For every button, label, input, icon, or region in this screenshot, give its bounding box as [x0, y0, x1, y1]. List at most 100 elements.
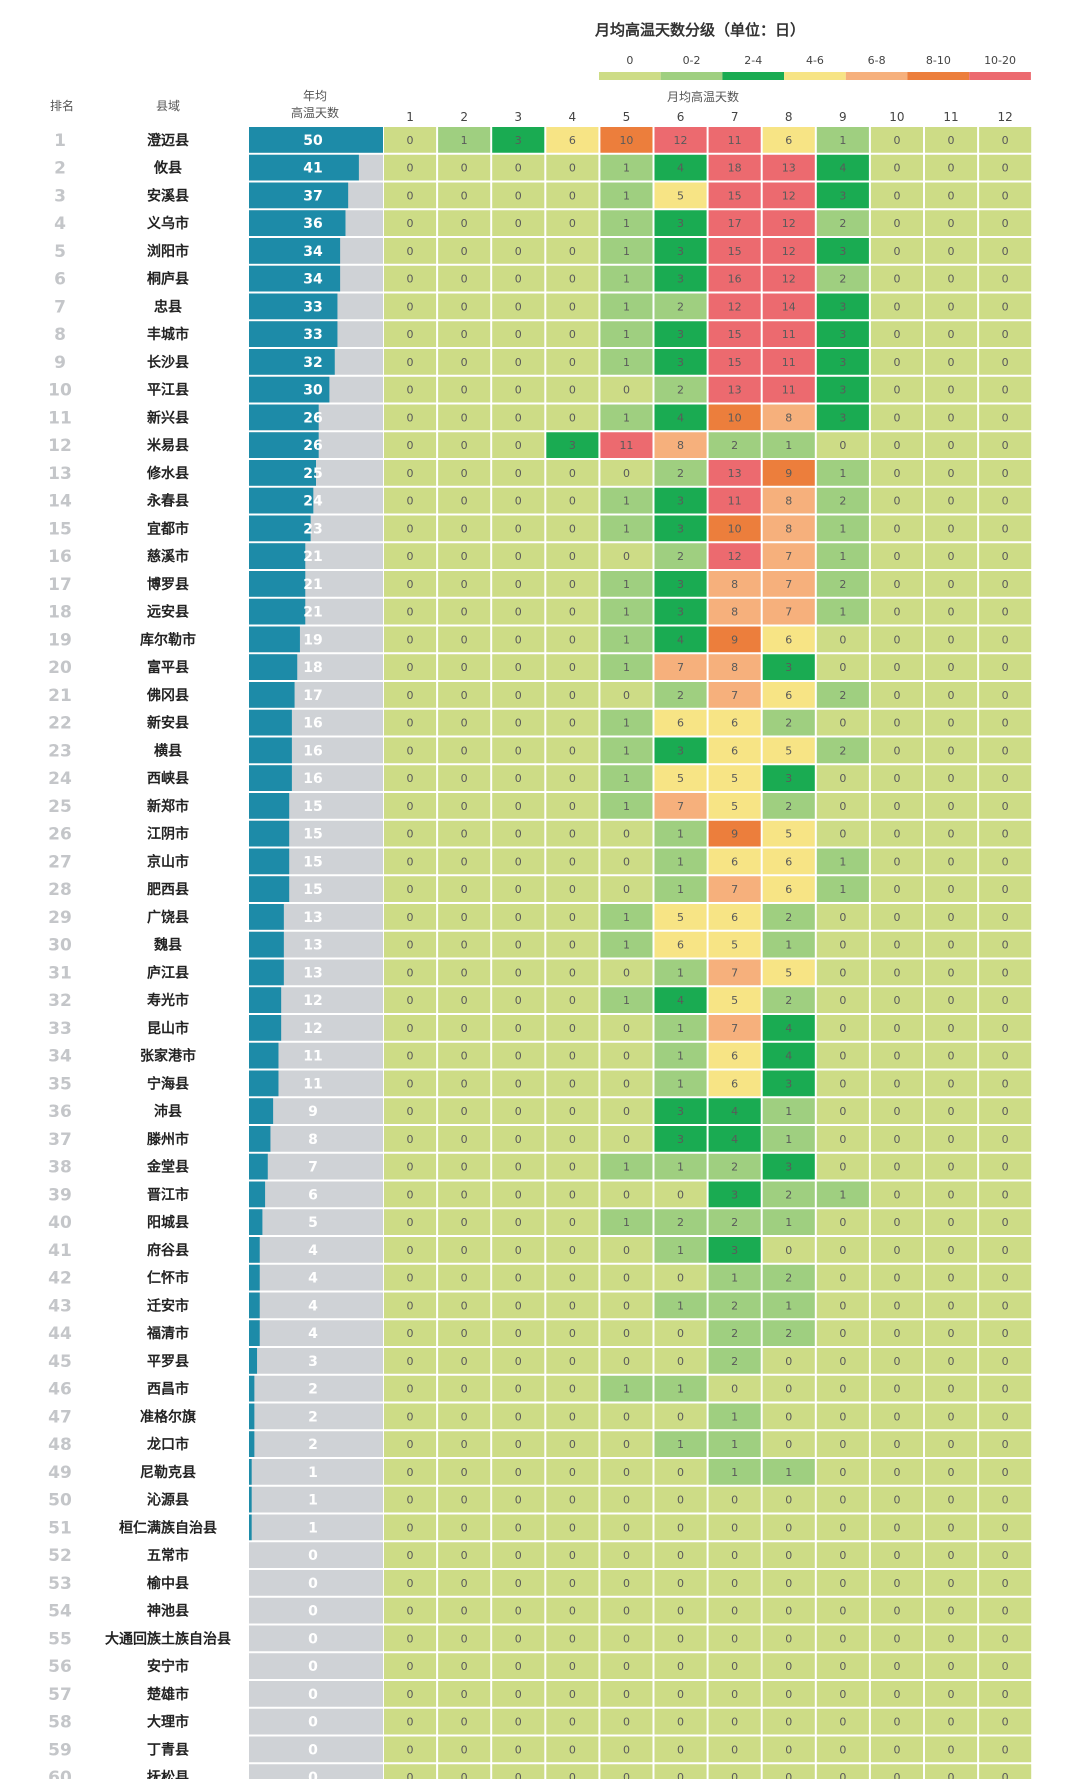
- county-label: 金堂县: [146, 1159, 189, 1176]
- month-value-6: 1: [677, 966, 684, 979]
- month-cell-5: [600, 987, 653, 1013]
- month-cell-6: [654, 1708, 707, 1735]
- month-cell-9: [816, 1126, 869, 1152]
- month-value-10: 0: [893, 606, 900, 619]
- annual-bar-bg: [249, 1653, 383, 1679]
- rank-label: 1: [54, 131, 66, 151]
- month-cell-3: [492, 1403, 545, 1430]
- month-value-8: 0: [785, 1549, 792, 1562]
- month-cell-7: [708, 1320, 761, 1346]
- month-value-5: 0: [623, 1549, 630, 1562]
- county-label: 庐江县: [147, 964, 189, 981]
- month-value-4: 0: [569, 245, 576, 258]
- month-cell-2: [438, 460, 491, 486]
- month-value-7: 13: [728, 384, 742, 397]
- month-value-9: 1: [839, 606, 846, 619]
- month-cell-5: [600, 543, 653, 569]
- annual-value: 21: [303, 605, 322, 621]
- month-cell-12: [979, 1736, 1032, 1763]
- county-label: 富平县: [147, 659, 189, 676]
- month-cell-6: [654, 1153, 707, 1180]
- month-value-1: 0: [407, 550, 414, 563]
- month-value-4: 0: [569, 633, 576, 646]
- month-value-12: 0: [1002, 1133, 1009, 1146]
- annual-bar: [249, 709, 292, 736]
- month-cell-4: [546, 432, 599, 458]
- month-cell-1: [384, 1542, 437, 1568]
- month-cell-3: [492, 127, 545, 153]
- month-cell-4: [546, 543, 599, 569]
- month-cell-3: [492, 765, 545, 791]
- month-cell-5: [600, 1292, 653, 1319]
- county-label: 库尔勒市: [140, 631, 196, 648]
- month-value-10: 0: [893, 356, 900, 369]
- month-cell-8: [762, 765, 815, 791]
- month-value-9: 0: [839, 1438, 846, 1451]
- month-value-3: 0: [515, 1716, 522, 1729]
- annual-value: 24: [303, 494, 323, 510]
- month-cell-8: [762, 1292, 815, 1319]
- month-cell-12: [979, 182, 1032, 209]
- annual-value: 15: [303, 799, 322, 815]
- month-value-12: 0: [1002, 300, 1009, 313]
- month-value-5: 0: [623, 1605, 630, 1618]
- month-cell-4: [546, 987, 599, 1013]
- month-cell-2: [438, 598, 491, 625]
- month-value-11: 0: [948, 1688, 955, 1701]
- month-cell-11: [925, 1042, 978, 1069]
- month-cell-3: [492, 487, 545, 514]
- month-value-2: 0: [461, 744, 468, 757]
- month-cell-12: [979, 1486, 1032, 1513]
- month-value-10: 0: [893, 1605, 900, 1618]
- annual-header-line1: 年均: [303, 89, 327, 103]
- rank-label: 13: [48, 464, 72, 484]
- month-value-7: 7: [731, 1022, 738, 1035]
- county-label: 寿光市: [147, 992, 189, 1009]
- month-value-11: 0: [948, 744, 955, 757]
- annual-bar: [249, 904, 284, 930]
- month-cell-2: [438, 349, 491, 375]
- month-cell-8: [762, 376, 815, 403]
- month-cell-4: [546, 820, 599, 847]
- month-value-12: 0: [1002, 1521, 1009, 1534]
- legend: 0 0-2 2-4 4-6 6-8 8-10 10-20: [599, 54, 1031, 80]
- month-label-5: 5: [623, 110, 631, 124]
- month-value-1: 0: [407, 744, 414, 757]
- month-value-6: 1: [677, 1077, 684, 1090]
- rank-label: 20: [48, 658, 72, 678]
- month-cell-11: [925, 265, 978, 292]
- legend-label-1: 0-2: [683, 54, 701, 67]
- month-value-12: 0: [1002, 356, 1009, 369]
- month-cell-12: [979, 1320, 1032, 1346]
- month-cell-3: [492, 182, 545, 209]
- month-cell-7: [708, 349, 761, 375]
- month-value-7: 10: [728, 411, 742, 424]
- month-value-6: 1: [677, 1438, 684, 1451]
- month-cell-5: [600, 904, 653, 930]
- month-cell-6: [654, 293, 707, 320]
- month-cell-12: [979, 709, 1032, 736]
- annual-value: 4: [308, 1326, 318, 1342]
- month-value-1: 0: [407, 328, 414, 341]
- month-value-4: 0: [569, 744, 576, 757]
- month-cell-9: [816, 626, 869, 653]
- month-cell-11: [925, 1486, 978, 1513]
- month-label-4: 4: [569, 110, 577, 124]
- month-cell-9: [816, 765, 869, 791]
- annual-value: 11: [303, 1049, 322, 1065]
- month-cell-2: [438, 904, 491, 930]
- month-value-12: 0: [1002, 578, 1009, 591]
- month-value-12: 0: [1002, 1327, 1009, 1340]
- annual-bar-bg: [249, 1459, 383, 1485]
- month-cell-8: [762, 1431, 815, 1457]
- month-cell-7: [708, 460, 761, 486]
- annual-bar-bg: [249, 1542, 383, 1568]
- month-cell-3: [492, 1126, 545, 1152]
- month-value-9: 2: [839, 495, 846, 508]
- month-value-12: 0: [1002, 467, 1009, 480]
- annual-bar: [249, 876, 290, 902]
- month-cell-10: [870, 959, 923, 986]
- month-value-12: 0: [1002, 550, 1009, 563]
- month-value-10: 0: [893, 772, 900, 785]
- month-cell-6: [654, 127, 707, 153]
